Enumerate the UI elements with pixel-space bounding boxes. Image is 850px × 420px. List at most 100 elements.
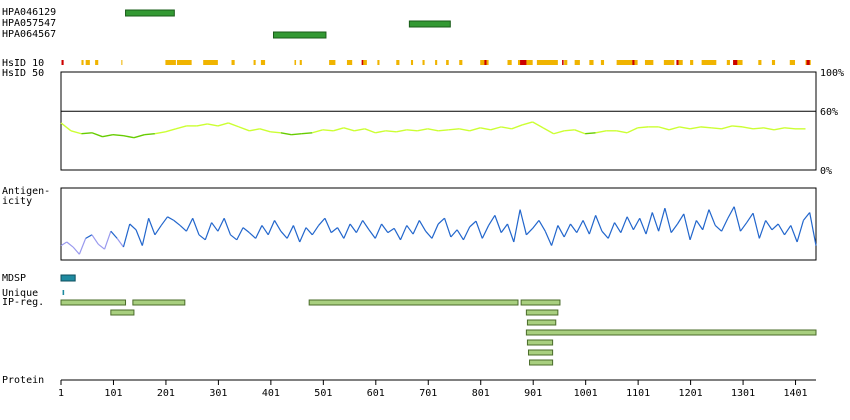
hsid10-segment-high: [61, 60, 64, 65]
hsid50-line-segment: [154, 131, 166, 135]
antigenicity-line-segment: [450, 229, 458, 238]
antigenicity-line-segment: [154, 225, 162, 236]
hsid50-line-segment: [773, 127, 785, 131]
antigenicity-line-segment: [544, 230, 553, 246]
antigenicity-line-segment: [695, 220, 704, 231]
hsid10-segment-high: [806, 60, 810, 65]
ip-reg-label: IP-reg.: [2, 297, 44, 308]
antigenicity-line-segment: [796, 220, 804, 243]
antigenicity-line-segment: [412, 220, 420, 235]
hsid50-line-segment: [249, 128, 260, 132]
antigenicity-line-segment: [60, 241, 68, 247]
hsid10-segment: [95, 60, 99, 65]
hsid50-line-segment: [175, 125, 187, 130]
antigenicity-line-segment: [462, 226, 471, 241]
hsid50-line-segment: [81, 132, 93, 135]
hsid10-segment: [771, 60, 776, 65]
hsid50-line-segment: [102, 134, 114, 138]
protein-axis-tick-label: 501: [314, 388, 332, 399]
antigenicity-line-segment: [765, 220, 773, 231]
antigenicity-line-segment: [651, 212, 660, 232]
antigenicity-line-segment: [160, 216, 168, 226]
hsid10-segment: [329, 60, 336, 65]
hsid10-segment: [410, 60, 414, 65]
ip-reg-segment: [308, 299, 519, 306]
hsid10-segment: [663, 60, 675, 65]
protein-axis-tick-label: 101: [104, 388, 122, 399]
antigenicity-line-segment: [714, 224, 722, 232]
hsid50-line-segment: [343, 127, 355, 132]
antigenicity-line-segment: [777, 223, 786, 236]
hsid10-track: HsID 10: [2, 58, 811, 69]
protein-axis-tick-label: 1: [58, 388, 64, 399]
protein-axis-tick-label: 301: [209, 388, 227, 399]
antigenicity-line-segment: [305, 227, 313, 236]
hsid50-line-segment: [238, 126, 250, 132]
antigenicity-line-segment: [683, 213, 691, 240]
antigenicity-line-segment: [110, 230, 118, 239]
hsid10-segment: [422, 60, 425, 65]
hsid50-line-segment: [228, 122, 240, 128]
antigenicity-line-segment: [802, 212, 811, 221]
hsid50-label: HsID 50: [2, 68, 44, 79]
antigenicity-line-segment: [330, 227, 338, 234]
antigenicity-line-segment: [286, 225, 294, 239]
antibody-label: HPA046129: [2, 7, 56, 18]
antigenicity-line-segment: [267, 220, 276, 236]
hsid50-line-segment: [280, 132, 292, 136]
hsid10-segment: [507, 60, 512, 65]
antigenicity-line-segment: [406, 225, 414, 235]
ip-reg-segment: [527, 349, 554, 356]
hsid50-line-segment: [521, 121, 533, 126]
hsid50-line-segment: [207, 123, 219, 127]
hsid10-segment: [346, 60, 353, 65]
antigenicity-line-segment: [349, 223, 357, 233]
antigenicity-line-segment: [525, 227, 534, 236]
antigenicity-line-segment: [261, 225, 269, 236]
hsid50-line-segment: [679, 126, 691, 130]
antigenicity-line-segment: [211, 222, 219, 232]
hsid50-line-segment: [542, 127, 555, 135]
hsid10-segment: [435, 60, 438, 65]
antigenicity-line-segment: [387, 227, 395, 234]
antigenicity-line-segment: [135, 229, 143, 246]
protein-axis-tick-label: 801: [472, 388, 490, 399]
antigenicity-line-segment: [620, 216, 628, 233]
hsid50-line-segment: [396, 129, 407, 133]
antigenicity-line-segment: [173, 219, 181, 226]
protein-axis-tick-label: 201: [157, 388, 175, 399]
antigenicity-line-segment: [746, 212, 754, 223]
antigenicity-line-segment: [519, 209, 527, 235]
hsid10-segment: [616, 60, 638, 65]
hsid10-label: HsID 10: [2, 58, 44, 69]
unique-segment: [62, 290, 65, 295]
hsid50-line-segment: [270, 131, 281, 134]
hsid50-line-segment: [480, 127, 491, 131]
antigenicity-line-segment: [721, 217, 729, 232]
hsid50-line-segment: [585, 132, 596, 135]
hsid50-line-segment: [784, 127, 796, 130]
hsid50-line-segment: [595, 130, 607, 134]
antigenicity-line-segment: [727, 206, 735, 219]
antigenicity-line-segment: [550, 225, 559, 246]
hsid50-line-segment: [133, 134, 145, 139]
hsid50-line-segment: [406, 129, 418, 132]
hsid10-segment: [536, 60, 558, 65]
antigenicity-line-segment: [280, 230, 288, 239]
hsid50-line-segment: [763, 127, 775, 131]
antigenicity-line-segment: [443, 218, 452, 238]
hsid10-segment: [231, 60, 235, 65]
hsid50-line-segment: [112, 134, 124, 137]
ip-reg-segment: [525, 309, 559, 316]
hsid10-segment-high: [733, 60, 738, 65]
hsid50-line-segment: [637, 126, 649, 129]
hsid50-line-segment: [501, 126, 512, 130]
hsid10-segment-high: [676, 60, 679, 65]
antigenicity-line-segment: [362, 220, 370, 231]
antigenicity-line-segment: [355, 220, 364, 233]
hsid50-line-segment: [616, 130, 628, 134]
antigenicity-line-segment: [758, 220, 767, 239]
antigenicity-line-segment: [418, 220, 427, 232]
hsid50-line-segment: [438, 129, 449, 132]
